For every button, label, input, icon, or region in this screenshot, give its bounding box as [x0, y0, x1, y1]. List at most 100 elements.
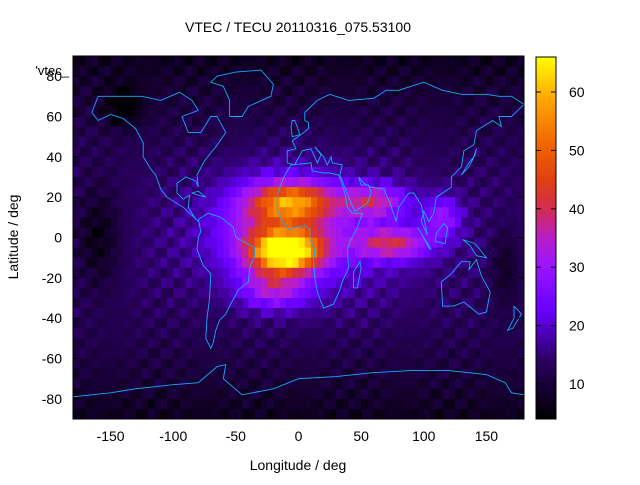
x-tick-label: 100: [412, 428, 436, 444]
heatmap-cell: [267, 166, 275, 178]
heatmap-cell: [467, 358, 475, 370]
heatmap-cell: [292, 237, 300, 249]
heatmap-cell: [511, 368, 519, 380]
heatmap-cell: [292, 368, 300, 380]
heatmap-cell: [110, 106, 118, 118]
coastline-japan: [461, 148, 477, 176]
heatmap-cell: [505, 398, 513, 410]
heatmap-cell: [386, 66, 394, 77]
heatmap-cell: [417, 166, 425, 178]
heatmap-cell: [98, 348, 105, 360]
coastline-sumatra: [417, 227, 432, 250]
heatmap-cell: [116, 277, 124, 289]
heatmap-cell: [379, 368, 387, 380]
heatmap-cell: [348, 388, 356, 400]
heatmap-cell: [298, 378, 306, 390]
heatmap-cell: [179, 76, 187, 87]
heatmap-cell: [85, 267, 93, 279]
heatmap-cell: [430, 318, 437, 329]
heatmap-cell: [430, 298, 437, 309]
heatmap-cell: [148, 358, 156, 370]
heatmap-cell: [505, 247, 513, 259]
heatmap-cell: [260, 76, 268, 87]
heatmap-cell: [392, 76, 400, 87]
heatmap-cell: [342, 257, 350, 269]
heatmap-cell: [292, 187, 300, 198]
heatmap-cell: [254, 408, 262, 419]
heatmap-cell: [373, 308, 381, 319]
heatmap-cell: [423, 318, 431, 329]
heatmap-cell: [173, 257, 181, 269]
heatmap-cell: [129, 318, 137, 329]
heatmap-cell: [486, 86, 494, 97]
heatmap-cell: [423, 338, 431, 350]
heatmap-cell: [91, 207, 99, 218]
heatmap-cell: [279, 328, 287, 339]
heatmap-cell: [342, 247, 350, 259]
heatmap-cell: [486, 156, 494, 168]
heatmap-cell: [361, 267, 368, 279]
heatmap-cell: [298, 368, 306, 380]
heatmap-cell: [85, 378, 93, 390]
heatmap-cell: [85, 257, 93, 269]
heatmap-cell: [110, 227, 118, 239]
heatmap-cell: [248, 277, 256, 289]
heatmap-cell: [160, 166, 168, 178]
heatmap-cell: [442, 197, 450, 208]
heatmap-cell: [267, 378, 275, 390]
heatmap-cell: [166, 177, 174, 188]
heatmap-cell: [486, 328, 494, 339]
heatmap-cell: [386, 207, 394, 218]
heatmap-cell: [361, 328, 368, 339]
heatmap-cell: [386, 86, 394, 97]
heatmap-cell: [110, 368, 118, 380]
heatmap-cell: [104, 348, 112, 360]
heatmap-cell: [342, 116, 350, 128]
heatmap-cell: [85, 358, 93, 370]
heatmap-cell: [148, 116, 156, 128]
heatmap-cell: [505, 66, 513, 77]
heatmap-cell: [198, 146, 206, 158]
heatmap-cell: [110, 408, 118, 419]
heatmap-cell: [116, 197, 124, 208]
heatmap-cell: [279, 348, 287, 360]
heatmap-cell: [505, 96, 513, 108]
heatmap-cell: [298, 116, 306, 128]
heatmap-cell: [248, 126, 256, 138]
heatmap-cell: [505, 358, 513, 370]
heatmap-cell: [304, 378, 312, 390]
heatmap-cell: [79, 368, 87, 380]
heatmap-cell: [323, 298, 331, 309]
heatmap-cell: [304, 318, 312, 329]
heatmap-cell: [373, 136, 381, 148]
heatmap-cell: [486, 318, 494, 329]
heatmap-cell: [148, 177, 156, 188]
heatmap-cell: [386, 267, 394, 279]
heatmap-cell: [217, 207, 224, 218]
heatmap-cell: [498, 368, 506, 380]
heatmap-cell: [292, 257, 300, 269]
heatmap-cell: [273, 368, 281, 380]
heatmap-cell: [217, 96, 224, 108]
heatmap-cell: [135, 398, 143, 410]
heatmap-cell: [486, 298, 494, 309]
heatmap-cell: [329, 66, 337, 77]
heatmap-cell: [411, 197, 419, 208]
heatmap-cell: [285, 328, 293, 339]
heatmap-cell: [192, 86, 199, 97]
heatmap-cell: [98, 217, 105, 229]
heatmap-cell: [116, 378, 124, 390]
heatmap-cell: [242, 227, 249, 239]
heatmap-cell: [242, 338, 249, 350]
heatmap-cell: [129, 388, 137, 400]
heatmap-cell: [285, 338, 293, 350]
heatmap-cell: [154, 358, 162, 370]
heatmap-cell: [185, 217, 193, 229]
heatmap-cell: [348, 348, 356, 360]
heatmap-cell: [323, 207, 331, 218]
heatmap-cell: [323, 318, 331, 329]
heatmap-cell: [273, 96, 281, 108]
heatmap-cell: [267, 227, 275, 239]
heatmap-cell: [505, 328, 513, 339]
heatmap-cell: [423, 96, 431, 108]
